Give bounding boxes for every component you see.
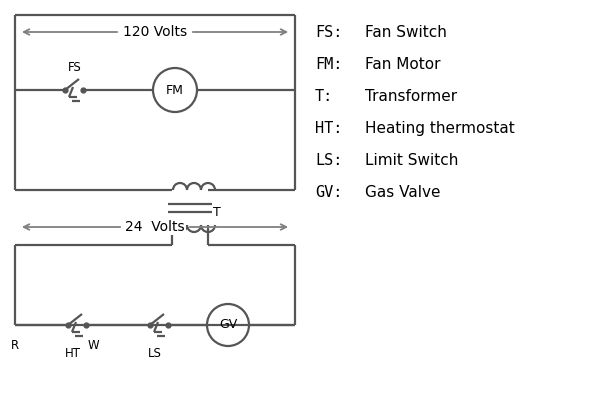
Text: Transformer: Transformer — [365, 89, 457, 104]
Text: 120 Volts: 120 Volts — [123, 25, 187, 39]
Text: 24  Volts: 24 Volts — [125, 220, 185, 234]
Text: Fan Motor: Fan Motor — [365, 57, 441, 72]
Text: LS: LS — [148, 347, 162, 360]
Text: R: R — [11, 339, 19, 352]
Text: T: T — [213, 206, 221, 218]
Text: LS:: LS: — [315, 153, 342, 168]
Text: FS: FS — [68, 61, 82, 74]
Text: FS:: FS: — [315, 25, 342, 40]
Text: Fan Switch: Fan Switch — [365, 25, 447, 40]
Text: L1: L1 — [15, 0, 33, 3]
Text: GV: GV — [219, 318, 237, 332]
Text: FM:: FM: — [315, 57, 342, 72]
Text: HT: HT — [65, 347, 81, 360]
Text: Limit Switch: Limit Switch — [365, 153, 458, 168]
Text: T:: T: — [315, 89, 333, 104]
Text: Gas Valve: Gas Valve — [365, 185, 441, 200]
Text: HT:: HT: — [315, 121, 342, 136]
Text: Heating thermostat: Heating thermostat — [365, 121, 514, 136]
Text: N: N — [287, 0, 299, 3]
Text: GV:: GV: — [315, 185, 342, 200]
Text: FM: FM — [166, 84, 184, 96]
Text: W: W — [88, 339, 100, 352]
